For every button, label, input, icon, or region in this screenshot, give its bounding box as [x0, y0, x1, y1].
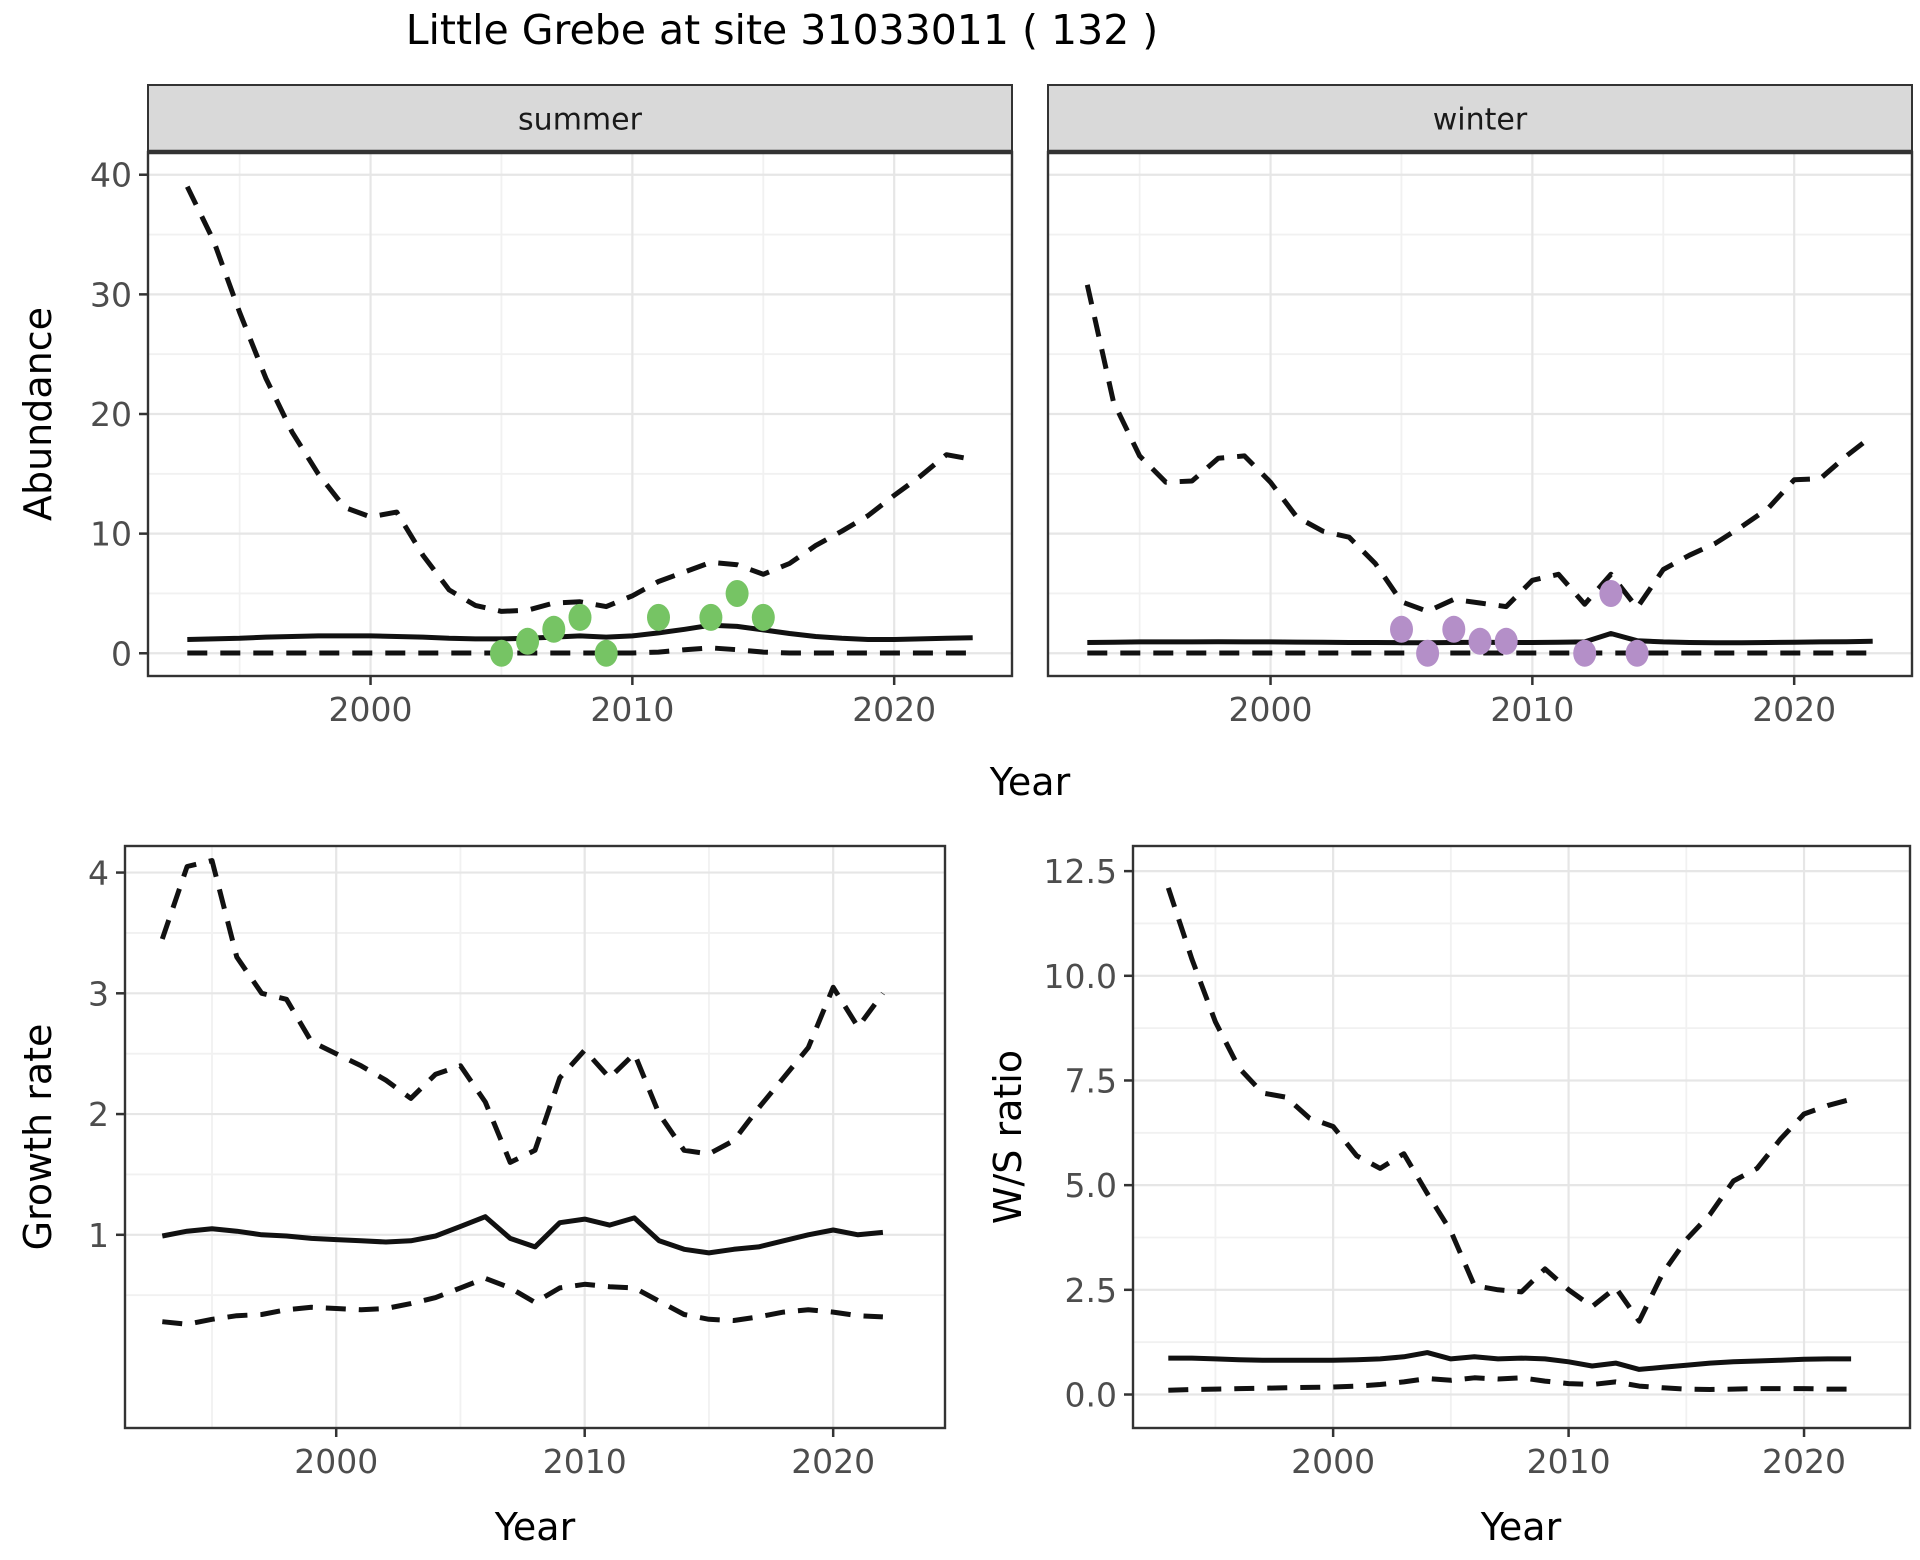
grid-minor	[1048, 152, 1912, 676]
y-tick-label: 10	[90, 515, 132, 554]
x-axis: 2000 2010 2020	[1291, 1428, 1846, 1481]
x-tick-label: 2020	[1762, 1442, 1846, 1481]
y-axis: 1 2 3 4	[88, 854, 125, 1255]
y-tick-label: 0	[111, 634, 132, 673]
facet-strip-summer: summer	[147, 84, 1013, 155]
y-tick-label: 4	[88, 854, 109, 893]
x-tick-label: 2020	[791, 1442, 875, 1481]
data-point	[1599, 580, 1623, 607]
observed-counts-winter	[1390, 580, 1649, 667]
data-point	[699, 603, 723, 631]
x-tick-label: 2000	[294, 1442, 378, 1481]
data-point	[1416, 639, 1440, 667]
x-axis: 2000 2010 2020	[1229, 676, 1836, 729]
panel-border	[1131, 844, 1912, 1430]
top-year-axis-label: Year	[989, 760, 1071, 804]
data-point	[1390, 615, 1413, 643]
panel-ws-ratio: 2000 2010 2020 0.0 2.5 5.0 7.5 10.0 12.5	[1044, 844, 1912, 1481]
series-median	[1168, 1350, 1852, 1372]
grid-major	[1048, 152, 1912, 676]
y-tick-label: 3	[88, 974, 109, 1013]
panel-abundance-winter: 2000 2010 2020 winter	[1046, 84, 1914, 729]
x-axis: 2000 2010 2020	[329, 676, 936, 729]
grid-minor	[125, 846, 945, 1428]
panel-background	[1133, 846, 1910, 1428]
facet-strip-winter: winter	[1047, 84, 1913, 155]
y-tick-label: 20	[90, 395, 132, 434]
y-tick-label: 5.0	[1065, 1166, 1117, 1205]
data-point	[490, 639, 513, 667]
facet-strip-label: summer	[518, 103, 643, 138]
grid-minor	[1133, 846, 1910, 1428]
data-point	[1573, 639, 1597, 667]
x-tick-label: 2000	[329, 690, 413, 729]
x-tick-label: 2020	[852, 690, 936, 729]
grid-major	[148, 152, 1012, 676]
y-tick-label: 2	[88, 1095, 109, 1134]
x-tick-label: 2000	[1229, 690, 1313, 729]
series-upper-ci	[1165, 887, 1852, 1324]
series-upper-ci	[1084, 284, 1875, 614]
y-tick-label: 30	[90, 275, 132, 314]
grid-major	[1133, 846, 1910, 1428]
chart-title: Little Grebe at site 31033011 ( 132 )	[405, 6, 1159, 54]
data-point	[1442, 615, 1466, 643]
data-point	[1468, 627, 1492, 655]
data-point	[516, 627, 540, 655]
x-tick-label: 2010	[543, 1442, 627, 1481]
facet-strip-label: winter	[1433, 103, 1528, 138]
y-tick-label: 0.0	[1065, 1376, 1117, 1415]
panel-border	[123, 844, 947, 1430]
x-tick-label: 2020	[1752, 690, 1836, 729]
series-upper-ci	[185, 185, 974, 614]
y-axis: 0 10 20 30 40	[90, 156, 148, 673]
data-point	[594, 639, 618, 667]
observed-counts-summer	[490, 580, 775, 667]
panel-growth-rate: 2000 2010 2020 1 2 3 4	[88, 844, 947, 1481]
y-tick-label: 7.5	[1065, 1061, 1117, 1100]
y-tick-label: 1	[88, 1216, 109, 1255]
data-point	[725, 580, 749, 607]
x-tick-label: 2000	[1291, 1442, 1375, 1481]
x-tick-label: 2010	[1490, 690, 1574, 729]
series-upper-ci	[159, 858, 885, 1165]
bottom-left-year-axis-label: Year	[494, 1505, 576, 1549]
data-point	[568, 603, 592, 631]
y-tick-label: 10.0	[1044, 957, 1117, 996]
y-axis: 0.0 2.5 5.0 7.5 10.0 12.5	[1044, 852, 1133, 1415]
data-point	[751, 603, 775, 631]
y-tick-label: 12.5	[1044, 852, 1117, 891]
y-tick-label: 40	[90, 156, 132, 195]
data-point	[1625, 639, 1649, 667]
bottom-right-year-axis-label: Year	[1480, 1505, 1562, 1549]
series-lower-ci	[1168, 1375, 1852, 1393]
series-median	[187, 622, 973, 642]
panel-abundance-summer: 2000 2010 2020 0 10 20 30 40 summer	[90, 84, 1014, 729]
data-point	[542, 615, 566, 643]
y-tick-label: 2.5	[1065, 1271, 1117, 1310]
data-point	[647, 603, 670, 631]
data-point	[1494, 627, 1518, 655]
panel-background	[125, 846, 945, 1428]
series-median	[161, 1214, 884, 1256]
x-tick-label: 2010	[1527, 1442, 1611, 1481]
x-tick-label: 2010	[590, 690, 674, 729]
x-axis: 2000 2010 2020	[294, 1428, 875, 1481]
series-lower-ci	[162, 1275, 884, 1327]
